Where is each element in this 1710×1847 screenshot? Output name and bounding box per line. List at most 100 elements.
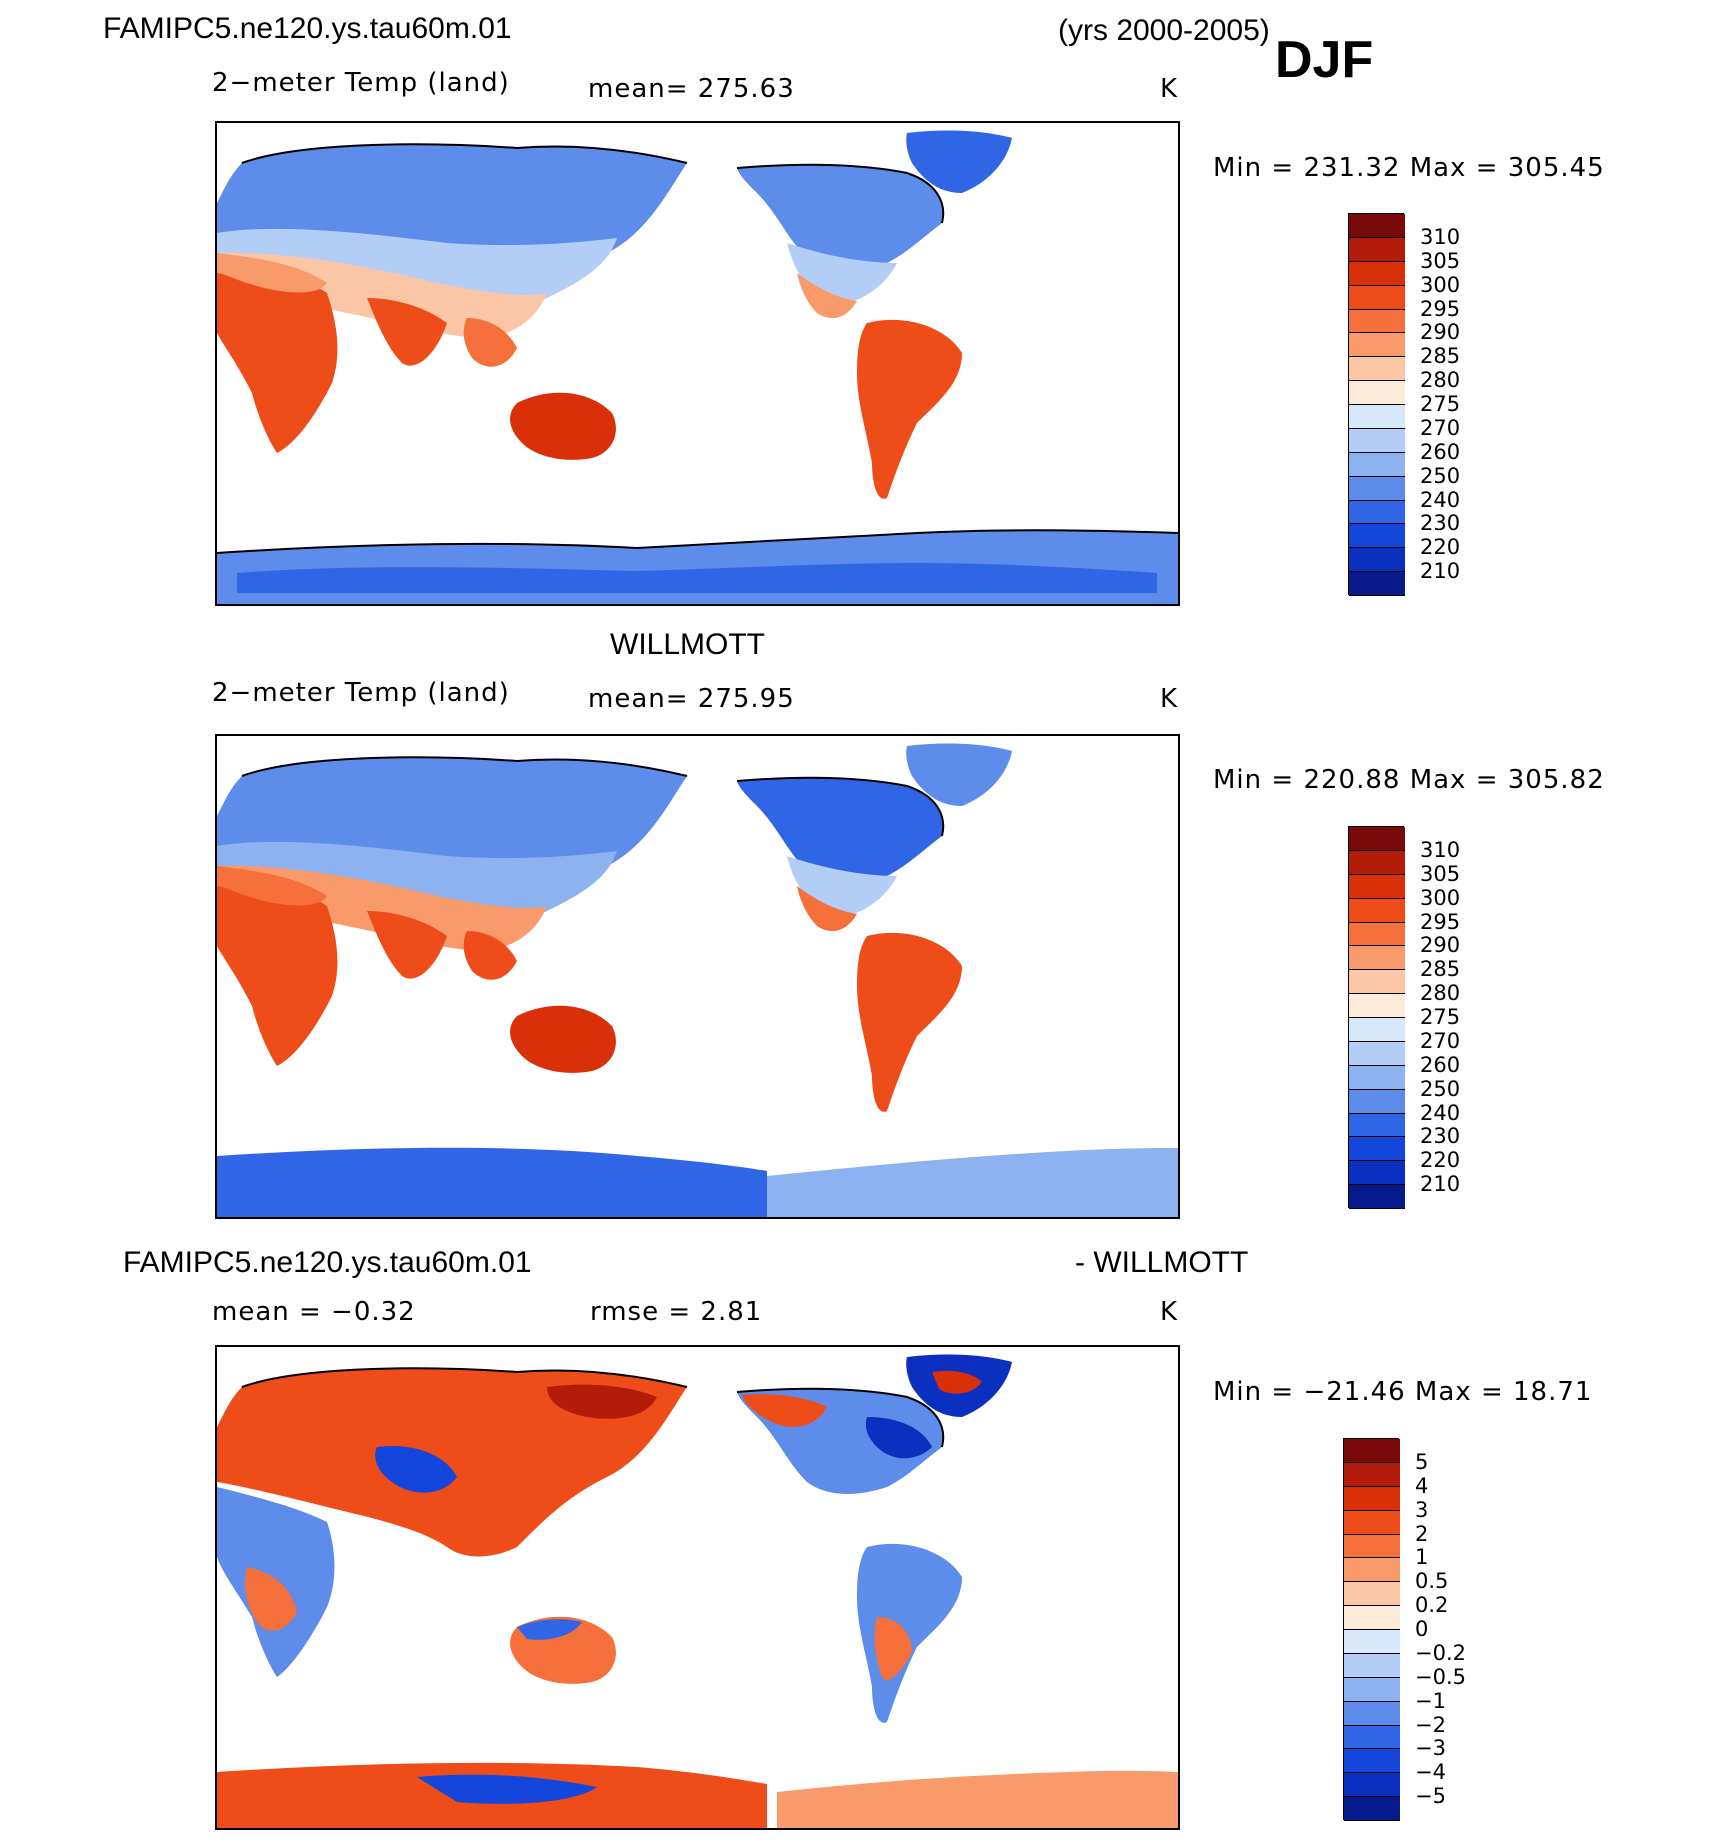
sa-diff — [857, 1543, 962, 1723]
panel2-unit: K — [1160, 684, 1179, 714]
colorbar-swatch — [1349, 1041, 1405, 1066]
colorbar-tick-label: 220 — [1420, 535, 1461, 560]
panel2-mean: mean= 275.95 — [588, 684, 795, 714]
coast-eurasia — [241, 1367, 688, 1388]
canada-cold — [865, 1417, 932, 1459]
panel3-title-right: - WILLMOTT — [1075, 1246, 1249, 1279]
colorbar-tick-label: 4 — [1415, 1473, 1429, 1498]
colorbar-swatch — [1349, 946, 1405, 971]
colorbar-swatch — [1349, 1113, 1405, 1138]
colorbar-swatch — [1349, 500, 1405, 525]
panel3-colorbar-box — [1343, 1438, 1400, 1821]
panel1-map-field — [217, 130, 1178, 604]
colorbar-tick-label: 230 — [1420, 1124, 1461, 1149]
colorbar-tick-label: 280 — [1420, 368, 1461, 393]
run-title: FAMIPC5.ne120.ys.tau60m.01 — [103, 12, 512, 45]
mexico — [797, 273, 857, 319]
colorbar-swatch — [1349, 1089, 1405, 1114]
panel2-title: WILLMOTT — [610, 628, 765, 661]
colorbar-tick-label: 0.5 — [1415, 1569, 1449, 1594]
colorbar-swatch — [1349, 261, 1405, 286]
colorbar-tick-label: 270 — [1420, 415, 1461, 440]
coast-eurasia — [241, 756, 688, 777]
panel1-variable: 2−meter Temp (land) — [212, 68, 510, 98]
colorbar-swatch — [1349, 1137, 1405, 1162]
north-africa — [217, 253, 327, 293]
antarctica-east — [767, 1148, 1178, 1217]
colorbar-tick-label: 260 — [1420, 439, 1461, 464]
eurasia-north — [217, 757, 687, 946]
colorbar-swatch — [1344, 1462, 1400, 1487]
india — [367, 911, 447, 979]
panel2-variable: 2−meter Temp (land) — [212, 678, 510, 708]
colorbar-swatch — [1344, 1606, 1400, 1630]
colorbar-swatch — [1344, 1653, 1400, 1678]
colorbar-swatch — [1344, 1677, 1400, 1702]
alaska-warm — [742, 1394, 827, 1427]
colorbar-tick-label: 275 — [1420, 392, 1461, 416]
years-label: (yrs 2000-2005) — [1058, 14, 1270, 47]
panel1-colorbar-box — [1348, 213, 1405, 596]
colorbar-swatch — [1344, 1558, 1400, 1583]
coast-eurasia — [241, 143, 688, 164]
south-america — [857, 319, 962, 499]
colorbar-swatch — [1349, 237, 1405, 262]
colorbar-swatch — [1349, 428, 1405, 453]
colorbar-tick-label: 240 — [1420, 1100, 1461, 1125]
australia-north-cold — [517, 1619, 582, 1640]
colorbar-tick-label: 230 — [1420, 511, 1461, 536]
season-label: DJF — [1275, 31, 1374, 89]
eurasia-mid — [217, 841, 617, 923]
sa-warm — [874, 1617, 912, 1681]
colorbar-swatch — [1344, 1773, 1400, 1798]
colorbar-tick-label: 295 — [1420, 909, 1461, 934]
colorbar-tick-label: −0.5 — [1415, 1664, 1466, 1689]
colorbar-tick-label: 270 — [1420, 1028, 1461, 1053]
colorbar-tick-label: 295 — [1420, 296, 1461, 321]
panel3-map-field — [217, 1354, 1178, 1828]
colorbar-tick-label: 300 — [1420, 885, 1461, 910]
colorbar-swatch — [1349, 214, 1405, 238]
greenland — [906, 743, 1012, 806]
indochina — [463, 318, 517, 367]
colorbar-tick-label: 0.2 — [1415, 1593, 1449, 1618]
colorbar-tick-label: 300 — [1420, 272, 1461, 297]
north-america — [737, 164, 944, 270]
panel1-colorbar: 310 305 300 295 290 285 280 275 270 260 250 240 230 2… — [1348, 213, 1460, 596]
colorbar-swatch — [1349, 1185, 1405, 1209]
colorbar-swatch — [1344, 1439, 1400, 1463]
panel1-mean: mean= 275.63 — [588, 74, 795, 104]
colorbar-swatch — [1344, 1630, 1400, 1654]
colorbar-tick-label: 305 — [1420, 248, 1461, 273]
colorbar-swatch — [1349, 357, 1405, 382]
colorbar-tick-label: 275 — [1420, 1005, 1461, 1029]
colorbar-swatch — [1349, 994, 1405, 1018]
panel2-minmax: Min = 220.88 Max = 305.82 — [1213, 765, 1605, 795]
colorbar-tick-label: 290 — [1420, 320, 1461, 345]
antarctica-cold-patch — [417, 1774, 597, 1804]
panel3-rmse: rmse = 2.81 — [590, 1297, 763, 1327]
greenland — [906, 130, 1012, 193]
colorbar-swatch — [1344, 1534, 1400, 1559]
panel2-colorbar-box — [1348, 826, 1405, 1209]
colorbar-tick-label: 2 — [1415, 1521, 1429, 1546]
panel3-map — [215, 1345, 1180, 1830]
colorbar-tick-label: 305 — [1420, 861, 1461, 886]
antarctica-east-diff — [777, 1770, 1178, 1828]
colorbar-swatch — [1344, 1701, 1400, 1726]
mexico — [797, 886, 857, 932]
colorbar-swatch — [1349, 970, 1405, 995]
africa — [217, 866, 338, 1066]
panel2-colorbar: 310 305 300 295 290 285 280 275 270 260 250 240 230 2… — [1348, 826, 1460, 1209]
panel1-minmax: Min = 231.32 Max = 305.45 — [1213, 153, 1605, 183]
colorbar-tick-label: −2 — [1415, 1712, 1446, 1737]
tibet-cold — [375, 1446, 457, 1493]
india — [367, 298, 447, 366]
colorbar-swatch — [1349, 1161, 1405, 1186]
panel3-mean: mean = −0.32 — [212, 1297, 416, 1327]
panel1-map — [215, 121, 1180, 606]
north-america — [737, 777, 944, 883]
colorbar-tick-label: 250 — [1420, 1076, 1461, 1101]
colorbar-tick-label: −5 — [1415, 1784, 1446, 1809]
panel3-title-left: FAMIPC5.ne120.ys.tau60m.01 — [123, 1246, 532, 1279]
